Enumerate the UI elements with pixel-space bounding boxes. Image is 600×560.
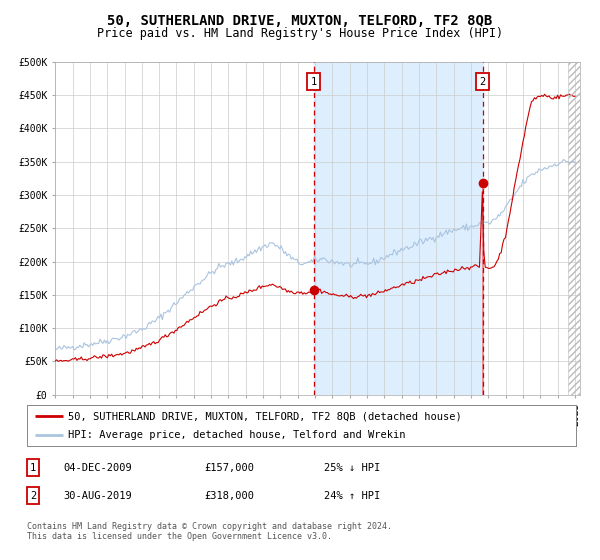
Text: Price paid vs. HM Land Registry's House Price Index (HPI): Price paid vs. HM Land Registry's House …	[97, 27, 503, 40]
Text: 25% ↓ HPI: 25% ↓ HPI	[324, 463, 380, 473]
Text: £157,000: £157,000	[204, 463, 254, 473]
Bar	[314, 62, 482, 395]
Text: Contains HM Land Registry data © Crown copyright and database right 2024.
This d: Contains HM Land Registry data © Crown c…	[27, 522, 392, 542]
Text: 30-AUG-2019: 30-AUG-2019	[63, 491, 132, 501]
Text: 50, SUTHERLAND DRIVE, MUXTON, TELFORD, TF2 8QB (detached house): 50, SUTHERLAND DRIVE, MUXTON, TELFORD, T…	[68, 412, 462, 422]
Text: 04-DEC-2009: 04-DEC-2009	[63, 463, 132, 473]
Text: 1: 1	[30, 463, 36, 473]
Text: 2: 2	[479, 77, 486, 87]
Text: HPI: Average price, detached house, Telford and Wrekin: HPI: Average price, detached house, Telf…	[68, 430, 406, 440]
Text: 50, SUTHERLAND DRIVE, MUXTON, TELFORD, TF2 8QB: 50, SUTHERLAND DRIVE, MUXTON, TELFORD, T…	[107, 14, 493, 28]
Text: £318,000: £318,000	[204, 491, 254, 501]
Text: 24% ↑ HPI: 24% ↑ HPI	[324, 491, 380, 501]
Text: 1: 1	[311, 77, 317, 87]
Text: 2: 2	[30, 491, 36, 501]
